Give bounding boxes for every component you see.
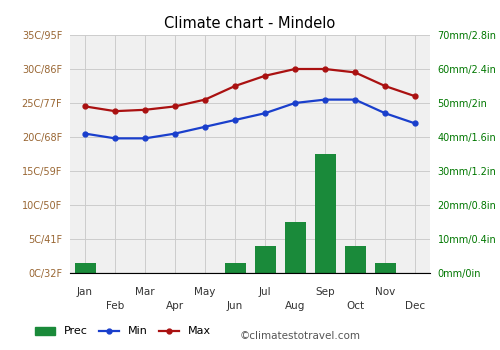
Text: Dec: Dec xyxy=(405,301,425,311)
Text: Apr: Apr xyxy=(166,301,184,311)
Bar xyxy=(224,263,246,273)
Text: Jun: Jun xyxy=(227,301,243,311)
Text: Oct: Oct xyxy=(346,301,364,311)
Bar xyxy=(344,246,366,273)
Text: Nov: Nov xyxy=(375,287,395,297)
Bar xyxy=(284,222,306,273)
Legend: Prec, Min, Max: Prec, Min, Max xyxy=(30,322,215,341)
Text: Feb: Feb xyxy=(106,301,124,311)
Bar xyxy=(374,263,396,273)
Text: Sep: Sep xyxy=(315,287,335,297)
Text: ©climatestotravel.com: ©climatestotravel.com xyxy=(240,331,361,341)
Text: Jul: Jul xyxy=(258,287,272,297)
Title: Climate chart - Mindelo: Climate chart - Mindelo xyxy=(164,16,336,31)
Text: May: May xyxy=(194,287,216,297)
Bar xyxy=(74,263,96,273)
Text: Mar: Mar xyxy=(135,287,155,297)
Bar xyxy=(254,246,276,273)
Text: Aug: Aug xyxy=(285,301,305,311)
Text: Jan: Jan xyxy=(77,287,93,297)
Bar xyxy=(314,154,336,273)
